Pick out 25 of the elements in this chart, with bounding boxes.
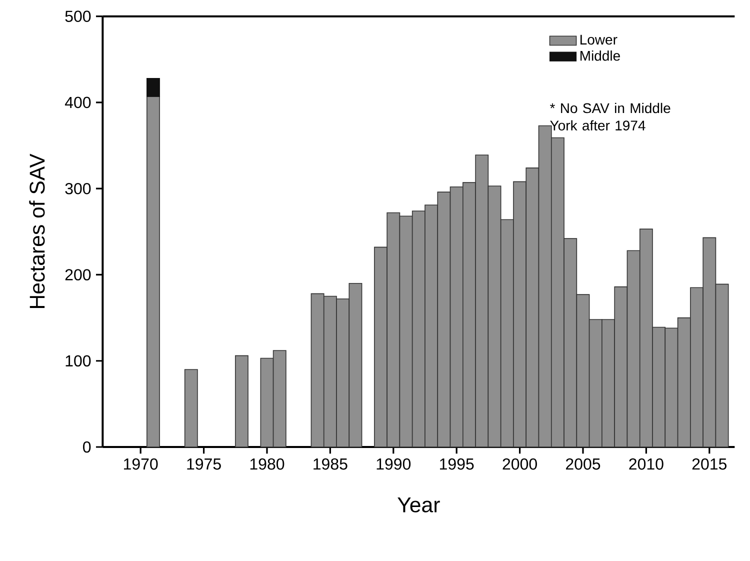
y-tick-label: 500 [65,10,91,22]
y-axis-title: Hectares of SAV [29,154,45,308]
x-tick-label: 1995 [440,458,474,470]
y-tick-label: 100 [66,355,91,367]
bar [184,369,198,448]
x-tick-label: 1980 [250,458,284,470]
y-tick-label: 0 [83,441,91,453]
legend-label: Middle [580,50,620,61]
y-tick-label: 300 [65,182,91,194]
y-tick-label: 400 [64,96,91,108]
legend-label: Lower [580,34,618,45]
x-tick-label: 2005 [566,458,600,470]
x-axis-title: Year [398,498,440,512]
y-tick-label: 200 [65,269,91,280]
bar [234,355,248,448]
bar [146,96,160,448]
x-tick-label: 2010 [629,458,664,470]
annotation: * No SAV in Middle York after 1974 [550,102,670,130]
x-tick-label: 1985 [314,458,348,470]
bar [146,78,160,97]
x-tick-label: 2015 [692,458,726,470]
x-tick-label: 2000 [502,458,537,470]
x-tick-label: 1975 [187,458,221,470]
x-tick-label: 1990 [376,458,411,470]
x-tick-label: 1970 [124,458,158,470]
